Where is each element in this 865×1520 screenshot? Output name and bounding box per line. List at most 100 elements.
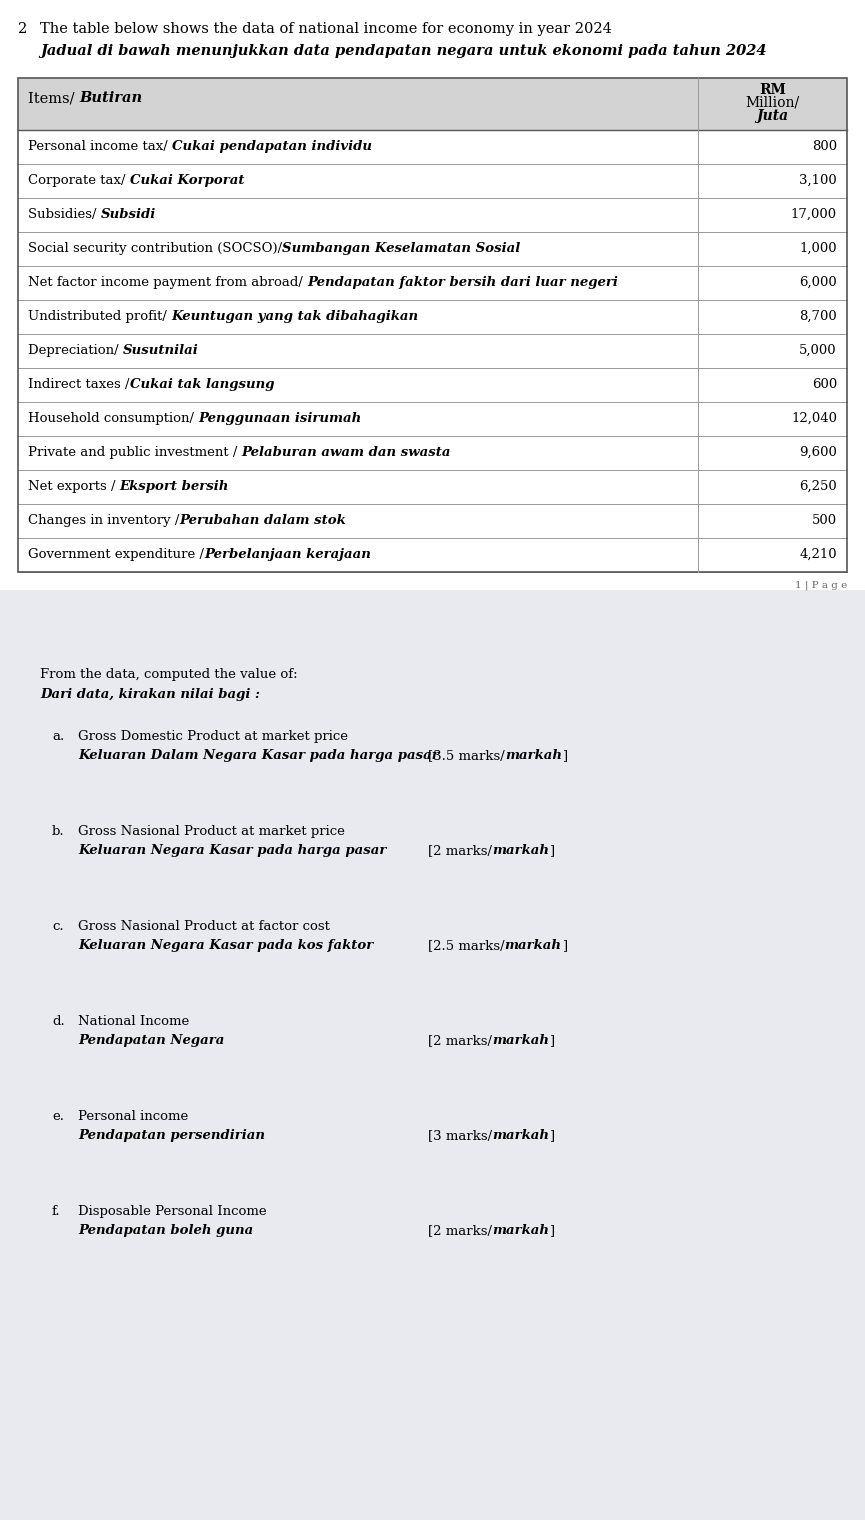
Text: Depreciation/: Depreciation/ — [28, 344, 123, 357]
Text: Personal income tax/: Personal income tax/ — [28, 140, 172, 154]
Text: Pendapatan faktor bersih dari luar negeri: Pendapatan faktor bersih dari luar neger… — [307, 277, 618, 289]
Text: markah: markah — [505, 749, 561, 762]
Text: Pendapatan persendirian: Pendapatan persendirian — [78, 1129, 265, 1142]
Bar — [18, 266, 847, 299]
Text: Net factor income payment from abroad/: Net factor income payment from abroad/ — [28, 277, 307, 289]
Text: markah: markah — [492, 1034, 549, 1047]
Text: Government expenditure /: Government expenditure / — [28, 549, 204, 561]
Bar — [18, 198, 847, 233]
Text: ]: ] — [561, 939, 567, 952]
Text: Keluaran Negara Kasar pada harga pasar: Keluaran Negara Kasar pada harga pasar — [78, 844, 387, 857]
Text: 4,210: 4,210 — [799, 549, 837, 561]
Text: Cukai pendapatan individu: Cukai pendapatan individu — [172, 140, 372, 154]
Text: Gross Nasional Product at market price: Gross Nasional Product at market price — [78, 825, 345, 838]
Text: [3.5 marks/: [3.5 marks/ — [428, 749, 505, 762]
Text: 12,040: 12,040 — [791, 412, 837, 426]
Text: ]: ] — [549, 1224, 554, 1237]
Text: Changes in inventory /: Changes in inventory / — [28, 514, 179, 527]
Text: [2.5 marks/: [2.5 marks/ — [428, 939, 504, 952]
Bar — [18, 299, 847, 334]
Text: 8,700: 8,700 — [799, 310, 837, 324]
Text: [2 marks/: [2 marks/ — [428, 844, 492, 857]
Text: Penggunaan isirumah: Penggunaan isirumah — [198, 412, 362, 426]
Text: Juta: Juta — [756, 109, 789, 123]
Text: ]: ] — [549, 1129, 554, 1142]
Text: Keuntugan yang tak dibahagikan: Keuntugan yang tak dibahagikan — [171, 310, 419, 324]
Text: Perbelanjaan kerajaan: Perbelanjaan kerajaan — [204, 549, 371, 561]
Text: markah: markah — [504, 939, 561, 952]
Text: From the data, computed the value of:: From the data, computed the value of: — [40, 667, 298, 681]
Text: ]: ] — [561, 749, 567, 762]
Bar — [18, 505, 847, 538]
Bar — [18, 78, 847, 572]
Text: [3 marks/: [3 marks/ — [428, 1129, 492, 1142]
Bar — [0, 590, 865, 1520]
Text: Dari data, kirakan nilai bagi :: Dari data, kirakan nilai bagi : — [40, 689, 260, 701]
Text: 6,000: 6,000 — [799, 277, 837, 289]
Text: Pelaburan awam dan swasta: Pelaburan awam dan swasta — [241, 445, 452, 459]
Text: 17,000: 17,000 — [791, 208, 837, 220]
Text: Pendapatan Negara: Pendapatan Negara — [78, 1034, 224, 1047]
Text: Items/: Items/ — [28, 91, 79, 105]
Text: 3,100: 3,100 — [799, 173, 837, 187]
Text: Undistributed profit/: Undistributed profit/ — [28, 310, 171, 324]
Text: Butiran: Butiran — [79, 91, 142, 105]
Text: ]: ] — [549, 844, 554, 857]
Bar — [18, 78, 847, 131]
Text: 6,250: 6,250 — [799, 480, 837, 492]
Text: Corporate tax/: Corporate tax/ — [28, 173, 130, 187]
Bar — [18, 233, 847, 266]
Text: Disposable Personal Income: Disposable Personal Income — [78, 1205, 266, 1218]
Text: Keluaran Dalam Negara Kasar pada harga pasar: Keluaran Dalam Negara Kasar pada harga p… — [78, 749, 439, 762]
Text: markah: markah — [492, 844, 549, 857]
Text: a.: a. — [52, 730, 64, 743]
Text: Gross Nasional Product at factor cost: Gross Nasional Product at factor cost — [78, 920, 330, 933]
Text: Gross Domestic Product at market price: Gross Domestic Product at market price — [78, 730, 348, 743]
Text: Susutnilai: Susutnilai — [123, 344, 199, 357]
Text: 1,000: 1,000 — [799, 242, 837, 255]
Text: ]: ] — [549, 1034, 554, 1047]
Text: [2 marks/: [2 marks/ — [428, 1034, 492, 1047]
Text: Pendapatan boleh guna: Pendapatan boleh guna — [78, 1224, 253, 1237]
Text: Subsidi: Subsidi — [100, 208, 156, 220]
Text: 5,000: 5,000 — [799, 344, 837, 357]
Text: Household consumption/: Household consumption/ — [28, 412, 198, 426]
Text: Subsidies/: Subsidies/ — [28, 208, 100, 220]
Text: Social security contribution (SOCSO)/: Social security contribution (SOCSO)/ — [28, 242, 282, 255]
Bar — [18, 131, 847, 164]
Text: 9,600: 9,600 — [799, 445, 837, 459]
Text: 800: 800 — [812, 140, 837, 154]
Bar — [18, 538, 847, 572]
Text: d.: d. — [52, 1015, 65, 1028]
Text: f.: f. — [52, 1205, 61, 1218]
Bar — [18, 470, 847, 505]
Bar — [18, 164, 847, 198]
Text: c.: c. — [52, 920, 64, 933]
Text: Million/: Million/ — [746, 96, 799, 109]
Text: markah: markah — [492, 1224, 549, 1237]
Text: b.: b. — [52, 825, 65, 838]
Text: Cukai tak langsung: Cukai tak langsung — [130, 378, 274, 391]
Text: 500: 500 — [812, 514, 837, 527]
Text: e.: e. — [52, 1110, 64, 1123]
Text: 600: 600 — [811, 378, 837, 391]
Bar — [18, 436, 847, 470]
Text: Net exports /: Net exports / — [28, 480, 119, 492]
Text: Keluaran Negara Kasar pada kos faktor: Keluaran Negara Kasar pada kos faktor — [78, 939, 374, 952]
Text: Indirect taxes /: Indirect taxes / — [28, 378, 130, 391]
Text: Sumbangan Keselamatan Sosial: Sumbangan Keselamatan Sosial — [282, 242, 521, 255]
Text: Private and public investment /: Private and public investment / — [28, 445, 241, 459]
Bar — [18, 368, 847, 401]
Text: The table below shows the data of national income for economy in year 2024: The table below shows the data of nation… — [40, 21, 612, 36]
Text: 2: 2 — [18, 21, 28, 36]
Text: Personal income: Personal income — [78, 1110, 189, 1123]
Text: RM: RM — [759, 84, 786, 97]
Text: Cukai Korporat: Cukai Korporat — [130, 173, 244, 187]
Text: [2 marks/: [2 marks/ — [428, 1224, 492, 1237]
Bar — [18, 334, 847, 368]
Bar — [18, 401, 847, 436]
Bar — [0, 0, 865, 590]
Text: 1 | P a g e: 1 | P a g e — [795, 581, 847, 590]
Text: Jadual di bawah menunjukkan data pendapatan negara untuk ekonomi pada tahun 2024: Jadual di bawah menunjukkan data pendapa… — [40, 44, 766, 58]
Text: Eksport bersih: Eksport bersih — [119, 480, 229, 492]
